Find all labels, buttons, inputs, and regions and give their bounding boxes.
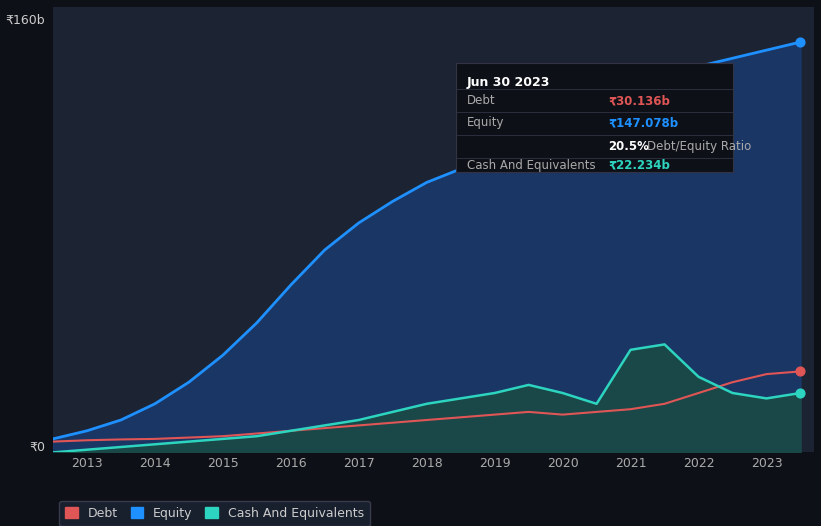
Legend: Debt, Equity, Cash And Equivalents: Debt, Equity, Cash And Equivalents [59,501,370,526]
Text: Debt/Equity Ratio: Debt/Equity Ratio [647,140,751,153]
Text: ₹22.234b: ₹22.234b [608,159,670,172]
Text: ₹0: ₹0 [30,440,45,453]
Text: Equity: Equity [467,116,504,129]
Text: ₹160b: ₹160b [6,14,45,27]
Text: 20.5%: 20.5% [608,140,649,153]
Text: ₹30.136b: ₹30.136b [608,94,670,107]
Point [794,38,807,46]
Point [794,389,807,397]
Point [794,367,807,376]
Text: Debt: Debt [467,94,495,107]
Text: Jun 30 2023: Jun 30 2023 [467,76,550,89]
Text: Cash And Equivalents: Cash And Equivalents [467,159,595,172]
Text: ₹147.078b: ₹147.078b [608,116,678,129]
